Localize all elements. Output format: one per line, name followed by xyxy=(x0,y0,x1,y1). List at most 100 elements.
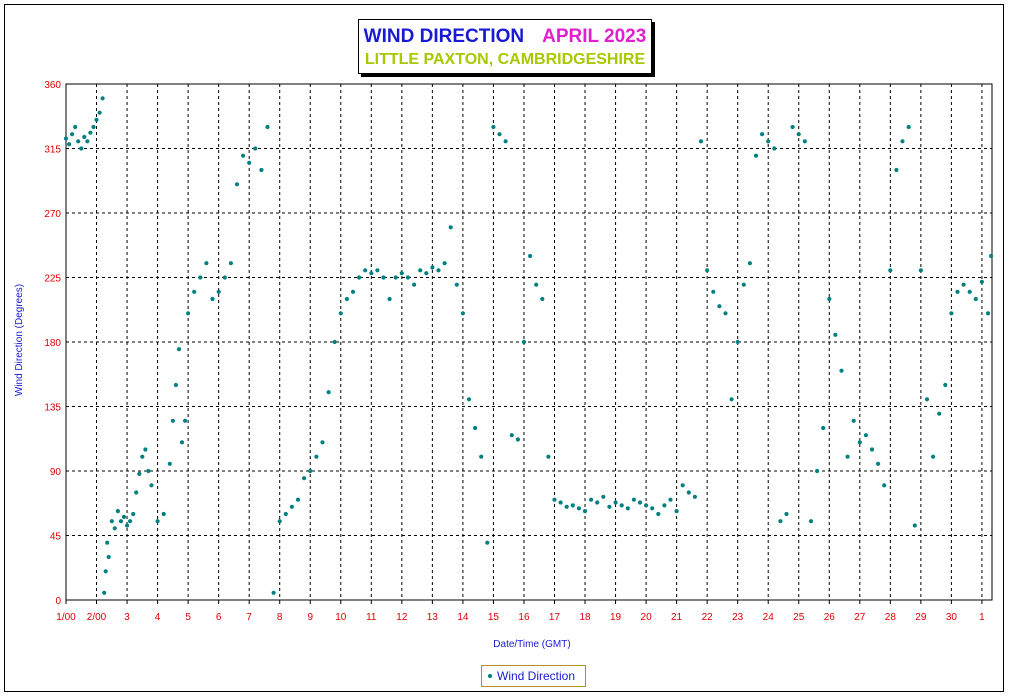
data-point xyxy=(937,411,942,416)
data-point xyxy=(198,275,203,280)
data-point xyxy=(900,139,905,144)
data-point xyxy=(662,503,667,508)
data-point xyxy=(149,483,154,488)
data-point xyxy=(778,519,783,524)
data-point xyxy=(851,418,856,423)
data-point xyxy=(259,167,264,173)
data-point xyxy=(949,311,954,316)
data-point xyxy=(91,124,96,130)
data-point xyxy=(882,483,887,488)
data-point xyxy=(448,225,453,230)
data-point xyxy=(295,497,301,502)
data-point xyxy=(497,132,502,137)
data-point xyxy=(735,339,740,345)
chart-title-line: WIND DIRECTION APRIL 2023 xyxy=(359,26,651,48)
data-point xyxy=(552,497,557,502)
data-point xyxy=(613,500,618,505)
data-point xyxy=(857,440,862,445)
data-point xyxy=(534,282,539,287)
data-point xyxy=(430,265,435,270)
data-point xyxy=(460,311,465,316)
data-point xyxy=(698,139,704,144)
data-point xyxy=(134,490,139,495)
x-tick-label: 17 xyxy=(549,612,561,623)
data-point xyxy=(845,454,850,459)
data-point xyxy=(106,554,111,560)
x-tick-label: 22 xyxy=(702,612,714,623)
data-point xyxy=(222,275,227,280)
chart-period: APRIL 2023 xyxy=(542,26,647,47)
data-point xyxy=(424,271,429,276)
data-point xyxy=(155,519,160,524)
x-tick-label: 9 xyxy=(307,612,313,623)
x-tick-label: 20 xyxy=(641,612,653,623)
data-point xyxy=(176,347,182,352)
data-point xyxy=(454,282,459,287)
data-point xyxy=(283,511,288,517)
data-point xyxy=(73,124,78,130)
data-point xyxy=(265,124,270,130)
data-point xyxy=(308,468,313,474)
data-point xyxy=(314,454,319,459)
data-point xyxy=(234,182,240,187)
data-point xyxy=(833,332,838,337)
data-point xyxy=(121,514,127,520)
data-point xyxy=(802,139,807,144)
data-point xyxy=(399,271,404,276)
data-point xyxy=(589,497,594,502)
legend: Wind Direction xyxy=(481,665,586,687)
data-point xyxy=(644,503,649,508)
data-point xyxy=(631,497,637,502)
data-point xyxy=(790,124,795,130)
data-point xyxy=(766,139,771,144)
data-point xyxy=(741,282,746,287)
data-point xyxy=(105,540,110,545)
data-point xyxy=(125,523,130,528)
x-tick-label: 11 xyxy=(366,612,377,623)
data-point xyxy=(989,253,994,259)
data-point xyxy=(216,289,221,294)
data-point xyxy=(357,275,362,280)
y-tick-label: 90 xyxy=(50,467,62,478)
data-point xyxy=(393,275,398,280)
data-point xyxy=(204,261,209,266)
data-point xyxy=(509,433,514,438)
y-tick-label: 180 xyxy=(44,338,61,349)
x-tick-label: 28 xyxy=(885,612,897,623)
data-point xyxy=(128,519,133,524)
data-point xyxy=(442,261,447,266)
data-point xyxy=(973,296,978,302)
x-tick-label: 2/00 xyxy=(87,612,107,623)
data-point xyxy=(140,454,145,459)
data-point xyxy=(717,304,722,309)
data-point xyxy=(381,275,386,280)
data-point xyxy=(808,519,814,524)
data-point xyxy=(170,418,175,423)
data-point xyxy=(100,96,105,101)
y-tick-label: 45 xyxy=(50,532,62,543)
data-point xyxy=(97,110,102,115)
data-point xyxy=(479,454,484,459)
data-point xyxy=(332,339,337,345)
chart-title: WIND DIRECTION xyxy=(363,26,525,47)
x-tick-label: 16 xyxy=(518,612,530,623)
data-point xyxy=(85,139,90,144)
data-point xyxy=(985,311,991,316)
data-point xyxy=(79,146,84,151)
data-point xyxy=(515,437,521,442)
data-point xyxy=(906,124,911,130)
data-point xyxy=(131,511,136,517)
data-point xyxy=(564,504,569,509)
data-point xyxy=(576,506,582,511)
data-point xyxy=(94,117,99,122)
data-point xyxy=(485,540,490,545)
data-point xyxy=(369,271,374,276)
x-tick-label: 29 xyxy=(915,612,927,623)
data-point xyxy=(387,296,392,302)
data-point xyxy=(894,167,899,173)
data-point xyxy=(466,397,472,402)
x-tick-label: 25 xyxy=(793,612,805,623)
data-point xyxy=(115,509,120,514)
x-tick-label: 18 xyxy=(579,612,591,623)
